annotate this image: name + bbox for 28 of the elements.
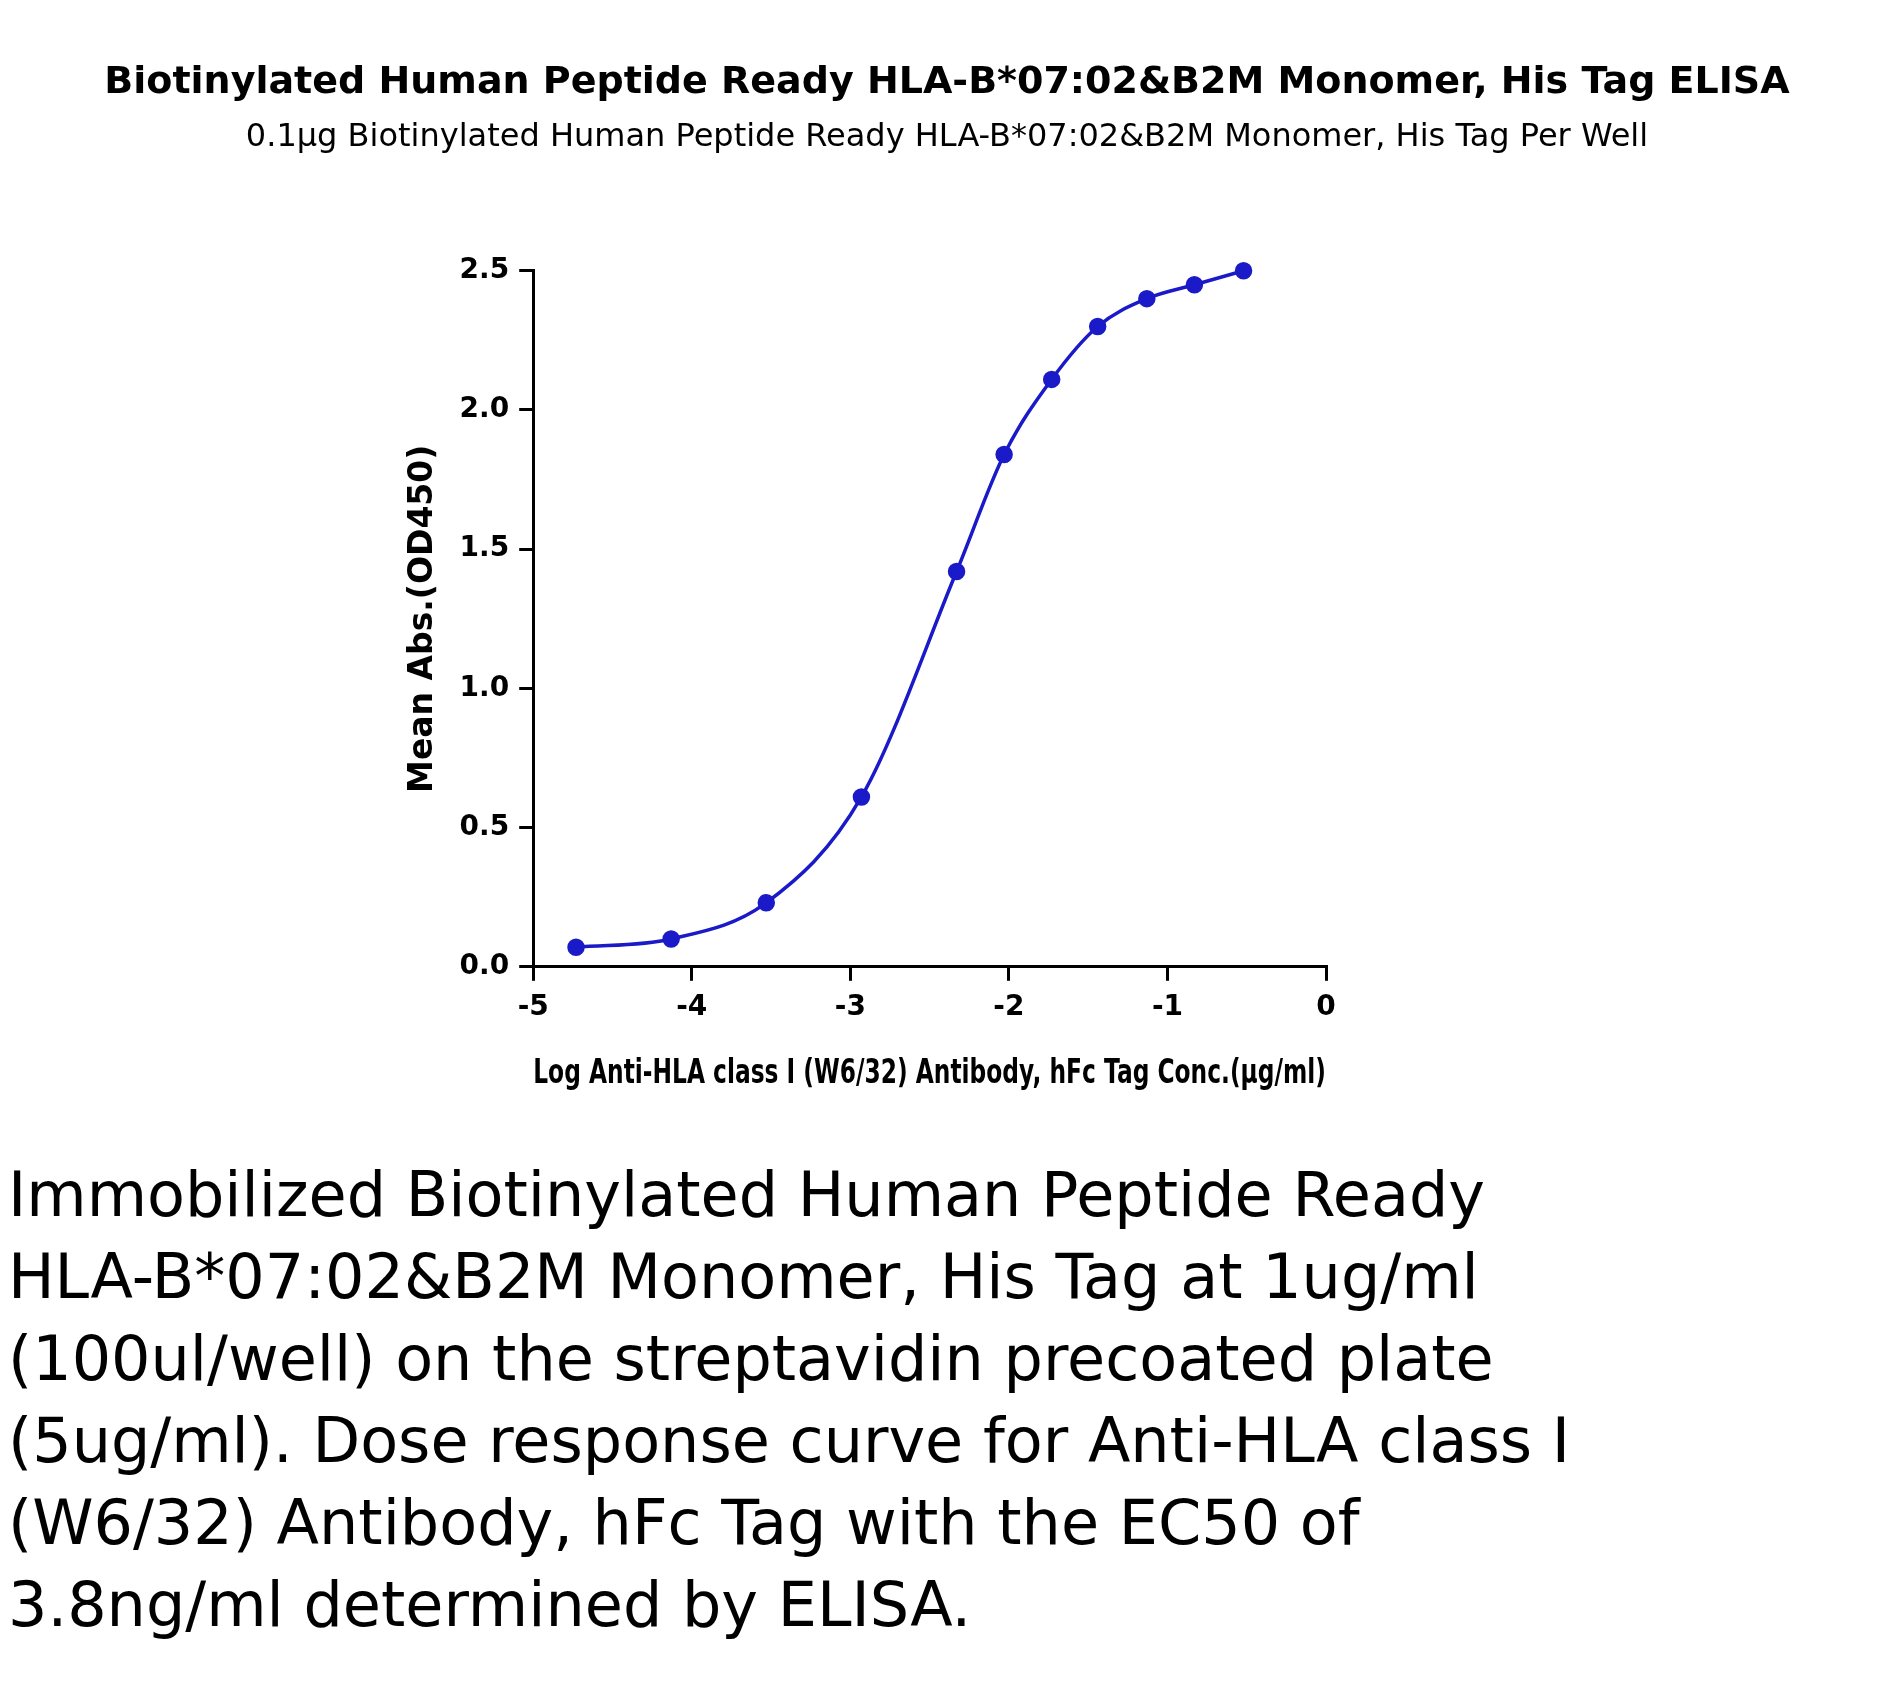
x-tick-label: -2 [993, 988, 1025, 1022]
y-tick-label: 0.5 [459, 808, 510, 842]
y-tick-label: 2.0 [459, 391, 510, 425]
chart-subtitle: 0.1μg Biotinylated Human Peptide Ready HLA-B*07:02&B2M Monomer, His Tag Per Well [244, 116, 1650, 154]
x-tick-label: -4 [676, 988, 708, 1022]
point [995, 445, 1013, 464]
y-tick-label: 1.0 [459, 669, 510, 703]
x-tick-label: 0 [1316, 988, 1336, 1022]
x-tick-label: -3 [834, 988, 866, 1022]
point [662, 930, 680, 948]
x-tick-label: -1 [1151, 988, 1183, 1022]
chart-title: Biotinylated Human Peptide Ready HLA-B*07:02&B2M Monomer, His Tag ELISA [103, 57, 1791, 102]
x-axis-title: Log Anti-HLA class I (W6/32) Antibody, hFc Tag Conc.(μg/ml) [533, 1051, 1326, 1091]
text: Immobilized Biotinylated Human Peptide Ready HLA-B*07:02&B2M Monomer, His Tag at 1ug/ml (100ul/well) on the streptavidin precoated plate (5ug/ml). Dose response curve for Anti-HLA class I (W6/32) Antibody, hFc Tag with the EC50 of 3.8ng/ml determined by ELISA. [8, 1157, 1572, 1643]
y-tick-label: 0.0 [459, 948, 510, 982]
point [1042, 370, 1061, 389]
point [947, 562, 966, 581]
point [757, 894, 776, 912]
point [852, 788, 871, 806]
point [567, 938, 585, 957]
point [1138, 289, 1156, 308]
point [1234, 262, 1253, 280]
y-tick-label: 1.5 [459, 530, 510, 564]
point [1088, 317, 1107, 336]
y-tick-label: 2.5 [459, 252, 510, 286]
point [1185, 275, 1204, 294]
x-tick-label: -5 [517, 988, 549, 1022]
y-axis-title: Mean Abs.(OD450) [401, 444, 441, 793]
